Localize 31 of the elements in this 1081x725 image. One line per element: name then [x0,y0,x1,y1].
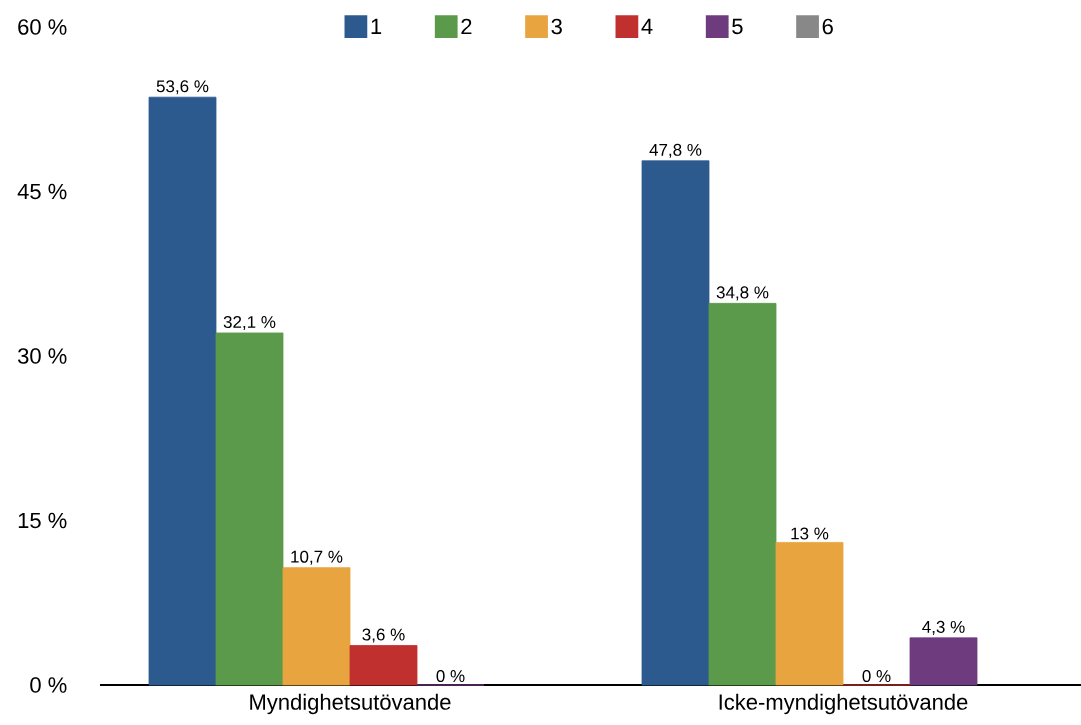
legend-label: 1 [371,18,382,34]
data-label: 13 % [791,527,829,540]
x-tick-label: Myndighetsutövande [250,693,451,715]
bar [641,160,710,686]
legend-label: 2 [461,18,472,35]
y-tick-label: 0 % [30,677,67,693]
data-label: 47,8 % [649,143,702,158]
data-label: 34,8 % [716,286,769,301]
data-label: 32,1 % [223,315,276,331]
bar [909,637,978,686]
data-label: 0 % [862,670,891,683]
bar [148,96,217,686]
data-label: 53,6 % [156,80,209,95]
x-tick-label: Icke-myndighetsutövande [719,693,968,715]
bar [282,567,351,686]
bar [775,542,844,686]
y-tick-label: 15 % [18,512,67,529]
data-label: 10,7 % [291,550,343,565]
y-tick-label: 60 % [18,19,67,35]
bar [215,332,284,686]
legend-label: 4 [641,18,653,34]
bar [708,302,777,686]
data-label: 4,3 % [922,620,965,635]
data-label: 0 % [436,670,465,683]
legend-label: 5 [732,18,743,35]
y-tick-label: 30 % [17,348,67,364]
bar [349,645,418,686]
data-label: 3,6 % [362,628,405,643]
legend-label: 6 [822,18,833,35]
y-tick-label: 45 % [17,183,67,200]
legend-label: 3 [551,18,562,35]
